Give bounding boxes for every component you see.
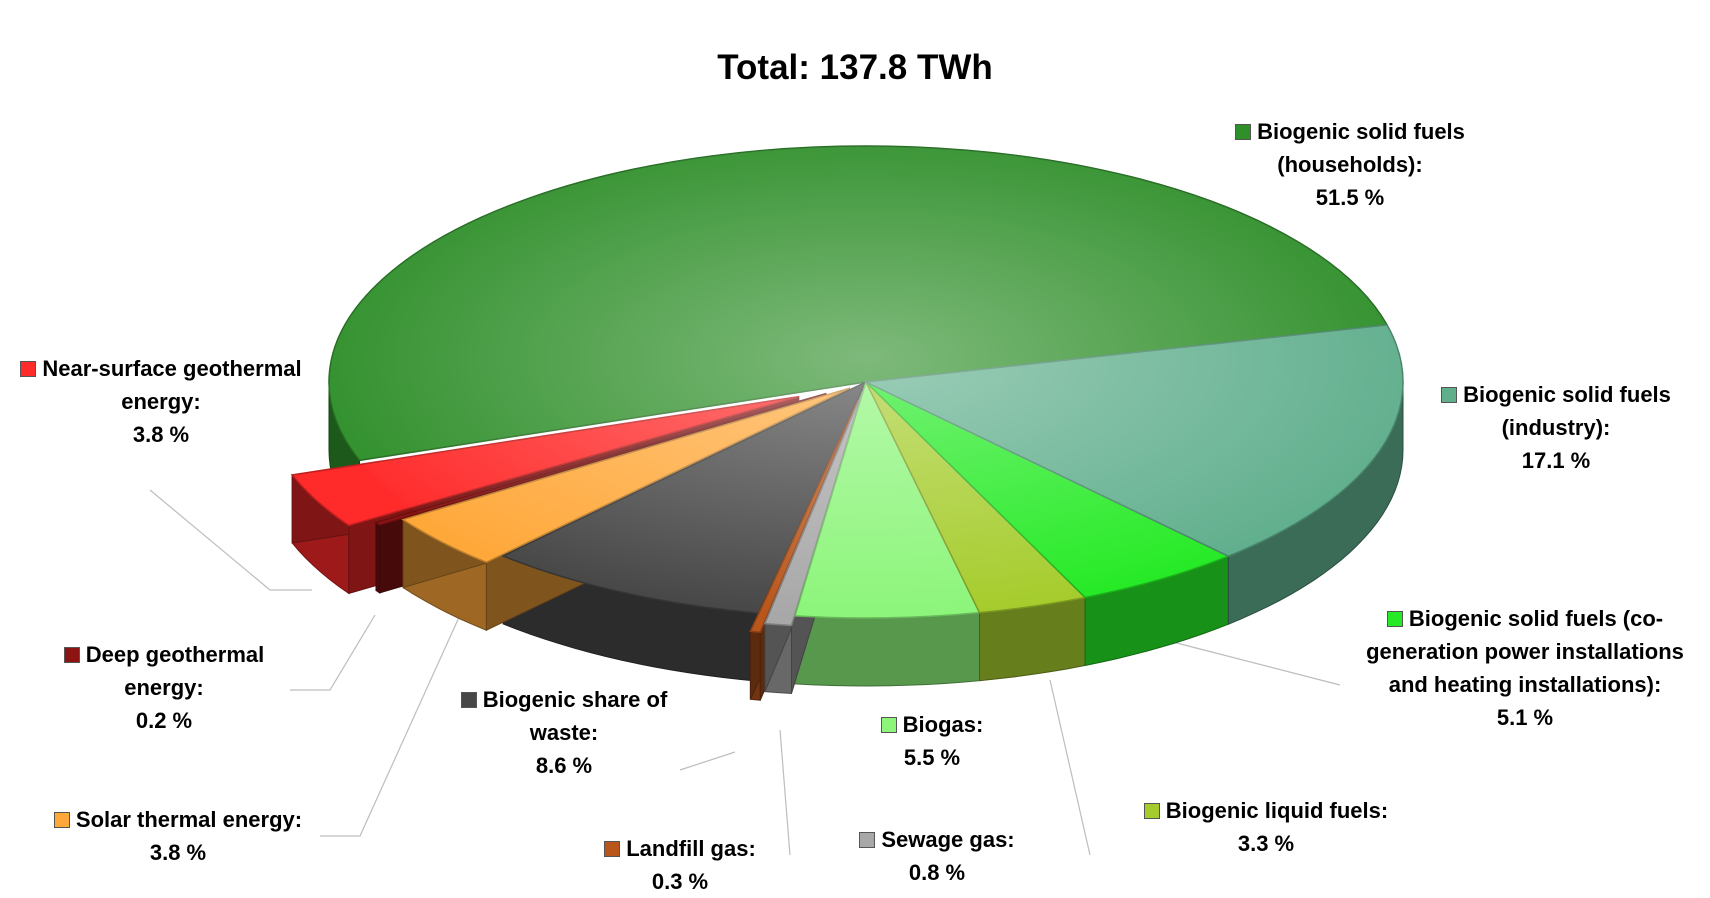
value-label: 0.2 % xyxy=(135,708,193,733)
legend-swatch xyxy=(1143,803,1160,819)
leader-line xyxy=(679,751,736,771)
value-label: 0.3 % xyxy=(651,869,709,894)
legend-swatch xyxy=(1235,124,1252,140)
leader-line xyxy=(290,614,376,691)
leader-line xyxy=(1164,639,1341,686)
slice-name: Biogenic share of waste: xyxy=(482,687,668,745)
value-label: 0.8 % xyxy=(908,860,966,885)
leader-line xyxy=(1049,679,1091,856)
slice-name: Biogas: xyxy=(902,712,984,737)
legend-swatch xyxy=(1386,611,1403,627)
slice-name: Deep geothermal energy: xyxy=(85,642,265,700)
legend-swatch xyxy=(460,692,477,708)
data-label: Biogenic solid fuels (industry): 17.1 % xyxy=(1416,378,1696,477)
slice-name: Solar thermal energy: xyxy=(75,807,303,832)
value-label: 3.8 % xyxy=(149,840,207,865)
leader-lines xyxy=(149,489,1341,856)
value-label: 5.1 % xyxy=(1496,705,1554,730)
slice-name: Sewage gas: xyxy=(881,827,1015,852)
legend-swatch xyxy=(604,841,621,857)
data-label: Solar thermal energy: 3.8 % xyxy=(18,803,338,869)
value-label: 51.5 % xyxy=(1315,185,1385,210)
legend-swatch xyxy=(20,361,37,377)
chart-title: Total: 137.8 TWh xyxy=(717,48,993,87)
data-label: Biogenic liquid fuels: 3.3 % xyxy=(1106,794,1426,860)
data-label: Biogas: 5.5 % xyxy=(857,708,1007,774)
legend-swatch xyxy=(1441,387,1458,403)
data-label: Biogenic share of waste: 8.6 % xyxy=(449,683,679,782)
legend-swatch xyxy=(63,647,80,663)
data-label: Near-surface geothermal energy: 3.8 % xyxy=(11,352,311,451)
value-label: 8.6 % xyxy=(535,753,593,778)
slice-name: Biogenic solid fuels (households): xyxy=(1257,119,1465,177)
legend-swatch xyxy=(859,832,876,848)
value-label: 3.3 % xyxy=(1237,831,1295,856)
data-label: Deep geothermal energy: 0.2 % xyxy=(29,638,299,737)
data-label: Sewage gas: 0.8 % xyxy=(837,823,1037,889)
value-label: 3.8 % xyxy=(132,422,190,447)
slice-name: Biogenic liquid fuels: xyxy=(1165,798,1389,823)
leader-line xyxy=(149,489,312,591)
slice-name: Near-surface geothermal energy: xyxy=(42,356,302,414)
slice-side xyxy=(794,612,980,687)
value-label: 5.5 % xyxy=(903,745,961,770)
data-label: Landfill gas: 0.3 % xyxy=(580,832,780,898)
leader-line xyxy=(779,729,791,856)
value-label: 17.1 % xyxy=(1521,448,1591,473)
slice-name: Landfill gas: xyxy=(626,836,756,861)
data-label: Biogenic solid fuels (co-generation powe… xyxy=(1360,602,1690,734)
slice-name: Biogenic solid fuels (co-generation powe… xyxy=(1366,606,1684,697)
legend-swatch xyxy=(53,812,70,828)
leader-line xyxy=(320,614,461,837)
legend-swatch xyxy=(880,717,897,733)
data-label: Biogenic solid fuels (households): 51.5 % xyxy=(1215,115,1485,214)
slice-name: Biogenic solid fuels (industry): xyxy=(1463,382,1671,440)
